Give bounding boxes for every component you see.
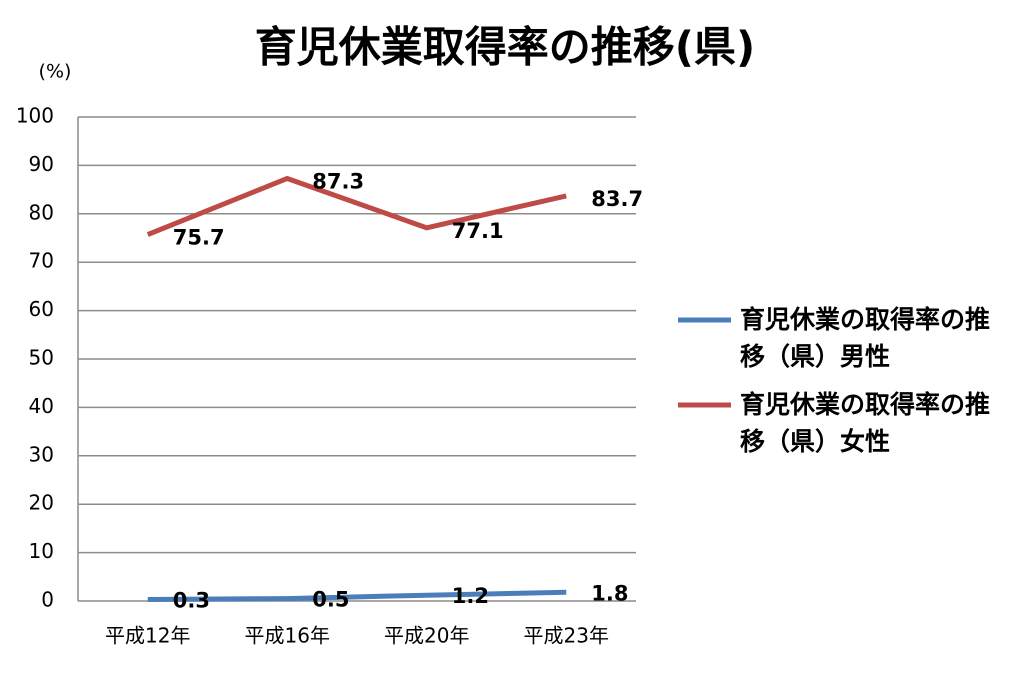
y-tick-label: 70	[29, 249, 54, 273]
data-label: 75.7	[173, 226, 225, 250]
data-label: 1.2	[452, 584, 489, 608]
y-unit: (%)	[39, 61, 72, 83]
data-label: 87.3	[312, 169, 364, 193]
chart-title: 育児休業取得率の推移(県)	[255, 23, 755, 72]
y-tick-label: 0	[41, 588, 54, 612]
x-tick-label: 平成16年	[245, 624, 330, 648]
x-tick-label: 平成23年	[524, 624, 609, 648]
series-line	[147, 589, 567, 603]
data-label: 1.8	[591, 581, 628, 605]
series-line	[146, 175, 567, 237]
y-tick-label: 30	[29, 442, 54, 466]
y-tick-label: 60	[29, 297, 54, 321]
y-tick-label: 20	[29, 491, 54, 515]
y-tick-label: 50	[29, 346, 54, 370]
legend-label: 育児休業の取得率の推移（県）男性	[740, 305, 991, 371]
y-tick-label: 10	[29, 539, 54, 563]
x-tick-label: 平成20年	[384, 624, 469, 648]
x-tick-label: 平成12年	[105, 624, 190, 648]
data-label: 77.1	[452, 219, 504, 243]
data-label: 83.7	[591, 187, 643, 211]
y-tick-label: 80	[29, 200, 54, 224]
legend-label: 育児休業の取得率の推移（県）女性	[740, 390, 991, 456]
data-label: 0.5	[312, 588, 349, 612]
data-label: 0.3	[173, 589, 210, 613]
y-tick-label: 100	[16, 104, 54, 128]
y-tick-label: 90	[29, 152, 54, 176]
y-tick-label: 40	[29, 394, 54, 418]
